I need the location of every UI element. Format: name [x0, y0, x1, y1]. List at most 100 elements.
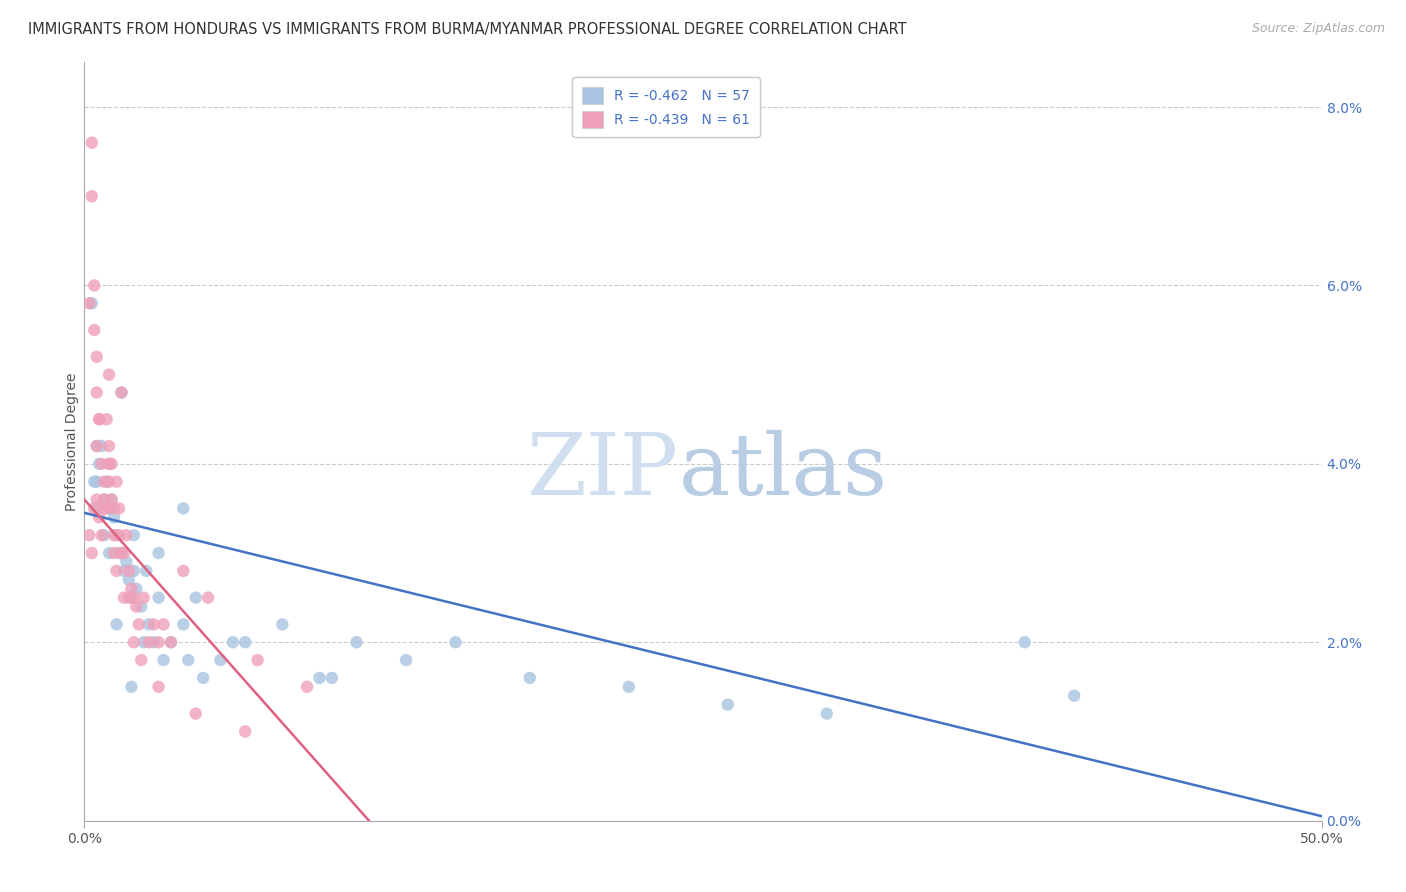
Point	[100, 492, 122, 507]
Point	[125, 582, 148, 596]
Point	[1063, 689, 1085, 703]
Point	[172, 617, 194, 632]
Point	[105, 528, 128, 542]
Point	[246, 653, 269, 667]
Point	[110, 546, 132, 560]
Point	[120, 582, 142, 596]
Point	[172, 501, 194, 516]
Point	[98, 439, 121, 453]
Point	[112, 564, 135, 578]
Point	[120, 591, 142, 605]
Point	[160, 635, 183, 649]
Point	[115, 555, 138, 569]
Point	[115, 528, 138, 542]
Point	[93, 492, 115, 507]
Point	[191, 671, 214, 685]
Point	[519, 671, 541, 685]
Point	[96, 475, 118, 489]
Point	[118, 573, 141, 587]
Point	[222, 635, 245, 649]
Point	[96, 501, 118, 516]
Point	[79, 296, 101, 310]
Point	[110, 385, 132, 400]
Point	[98, 475, 121, 489]
Text: IMMIGRANTS FROM HONDURAS VS IMMIGRANTS FROM BURMA/MYANMAR PROFESSIONAL DEGREE CO: IMMIGRANTS FROM HONDURAS VS IMMIGRANTS F…	[28, 22, 907, 37]
Point	[177, 653, 200, 667]
Point	[98, 546, 121, 560]
Point	[103, 528, 125, 542]
Point	[142, 617, 165, 632]
Point	[148, 546, 170, 560]
Point	[148, 635, 170, 649]
Point	[90, 457, 112, 471]
Point	[132, 635, 155, 649]
Point	[148, 680, 170, 694]
Point	[308, 671, 330, 685]
Point	[90, 439, 112, 453]
Point	[152, 653, 174, 667]
Point	[112, 591, 135, 605]
Point	[86, 501, 108, 516]
Point	[83, 278, 105, 293]
Point	[105, 475, 128, 489]
Point	[96, 412, 118, 426]
Point	[120, 680, 142, 694]
Point	[1014, 635, 1036, 649]
Point	[129, 653, 152, 667]
Point	[103, 501, 125, 516]
Point	[98, 501, 121, 516]
Point	[86, 385, 108, 400]
Point	[122, 528, 145, 542]
Point	[184, 591, 207, 605]
Point	[617, 680, 640, 694]
Point	[160, 635, 183, 649]
Point	[110, 546, 132, 560]
Point	[103, 546, 125, 560]
Point	[122, 591, 145, 605]
Point	[125, 599, 148, 614]
Point	[118, 591, 141, 605]
Point	[80, 189, 103, 203]
Point	[98, 457, 121, 471]
Text: Source: ZipAtlas.com: Source: ZipAtlas.com	[1251, 22, 1385, 36]
Point	[129, 599, 152, 614]
Point	[209, 653, 232, 667]
Point	[444, 635, 467, 649]
Point	[233, 724, 256, 739]
Point	[90, 528, 112, 542]
Point	[86, 439, 108, 453]
Point	[89, 457, 111, 471]
Point	[86, 350, 108, 364]
Point	[118, 564, 141, 578]
Point	[138, 635, 160, 649]
Point	[132, 591, 155, 605]
Point	[93, 475, 115, 489]
Point	[89, 412, 111, 426]
Point	[105, 617, 128, 632]
Point	[105, 564, 128, 578]
Point	[197, 591, 219, 605]
Point	[233, 635, 256, 649]
Point	[80, 136, 103, 150]
Point	[108, 528, 131, 542]
Point	[80, 296, 103, 310]
Legend: R = -0.462   N = 57, R = -0.439   N = 61: R = -0.462 N = 57, R = -0.439 N = 61	[572, 77, 759, 137]
Point	[89, 412, 111, 426]
Point	[80, 546, 103, 560]
Text: atlas: atlas	[678, 430, 887, 514]
Point	[93, 501, 115, 516]
Point	[152, 617, 174, 632]
Point	[79, 528, 101, 542]
Point	[128, 617, 150, 632]
Y-axis label: Professional Degree: Professional Degree	[65, 372, 79, 511]
Point	[89, 510, 111, 524]
Point	[112, 546, 135, 560]
Point	[93, 492, 115, 507]
Point	[110, 385, 132, 400]
Point	[271, 617, 294, 632]
Point	[100, 457, 122, 471]
Point	[295, 680, 318, 694]
Point	[83, 475, 105, 489]
Point	[103, 510, 125, 524]
Point	[93, 528, 115, 542]
